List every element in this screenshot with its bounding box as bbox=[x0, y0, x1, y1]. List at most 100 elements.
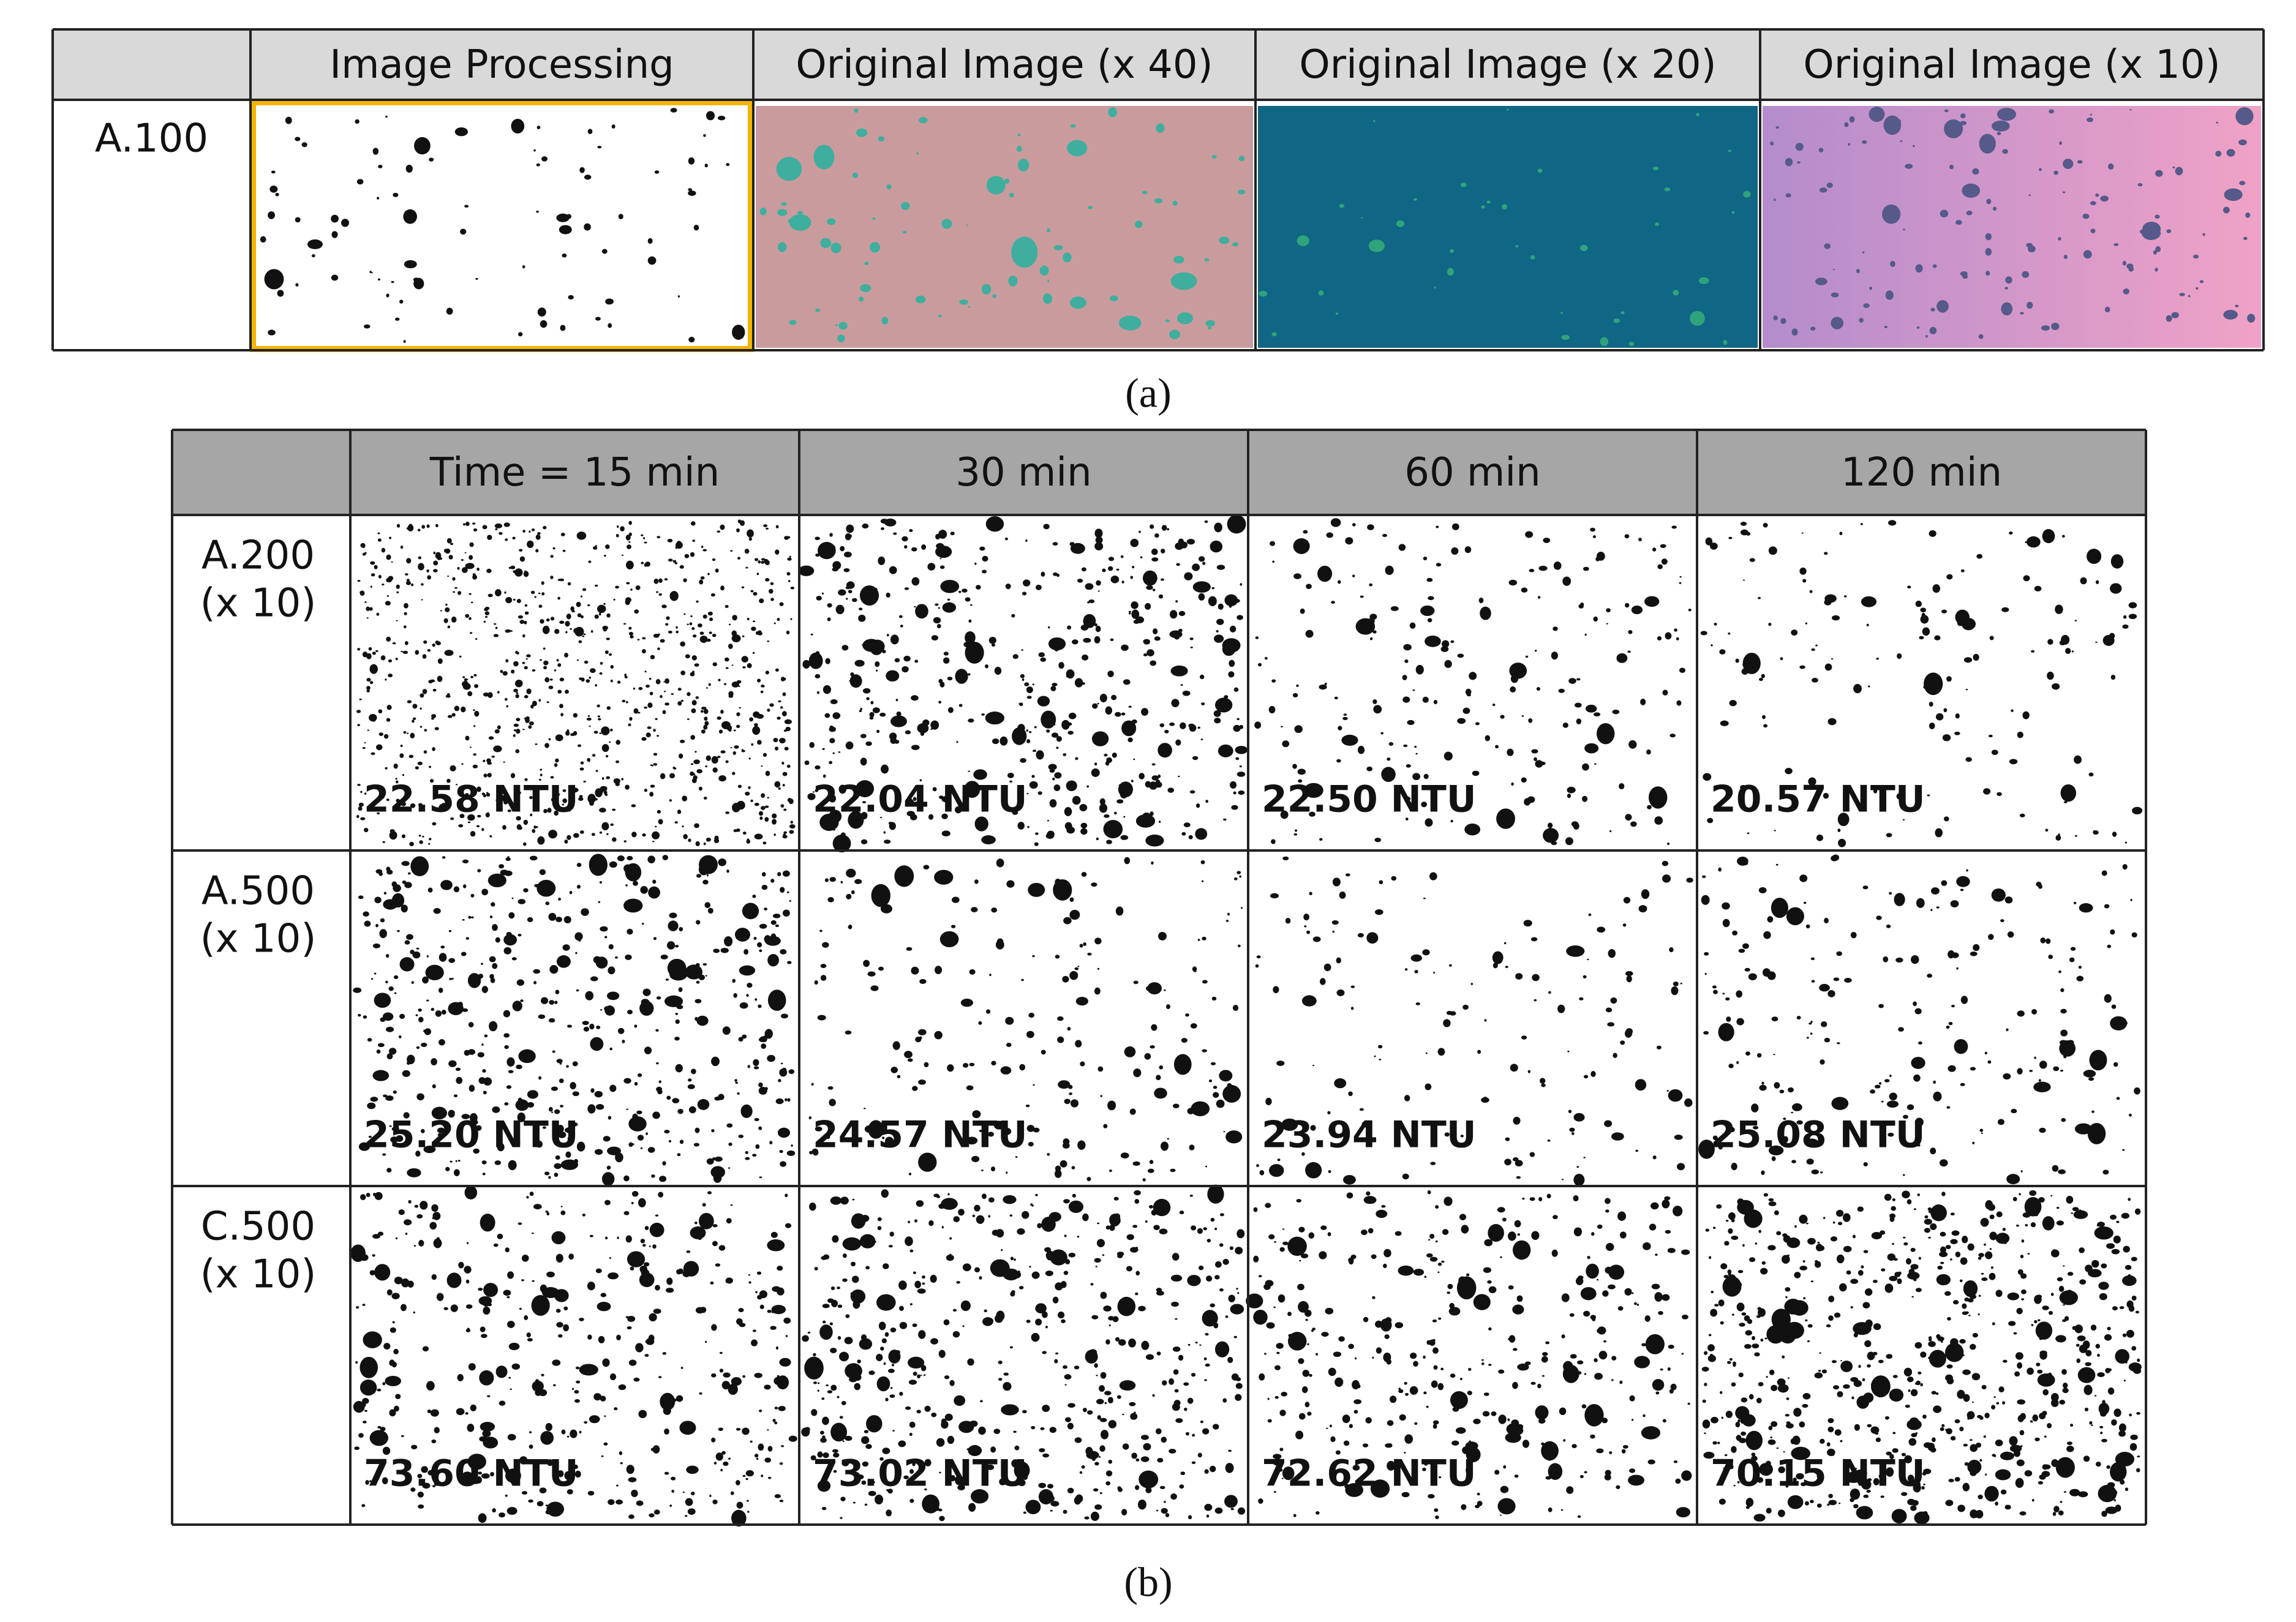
speckle bbox=[437, 658, 443, 664]
speckle bbox=[585, 679, 590, 683]
speckle bbox=[551, 1231, 566, 1245]
speckle bbox=[1022, 591, 1027, 596]
speckle bbox=[788, 1069, 795, 1075]
speckle bbox=[466, 1242, 469, 1244]
speckle bbox=[1791, 629, 1798, 636]
speckle bbox=[1916, 1380, 1921, 1386]
speckle bbox=[777, 1127, 791, 1138]
speckle bbox=[1134, 1411, 1136, 1413]
speckle bbox=[1671, 525, 1677, 529]
speckle bbox=[964, 781, 981, 798]
speckle bbox=[1884, 1193, 1892, 1201]
speckle bbox=[1671, 986, 1679, 996]
speckle bbox=[1343, 713, 1347, 716]
speckle bbox=[1429, 1256, 1438, 1262]
speckle bbox=[450, 765, 456, 772]
speckle bbox=[1590, 1434, 1595, 1439]
speckle bbox=[817, 1480, 831, 1492]
speckle bbox=[920, 1375, 922, 1376]
speckle bbox=[1708, 1334, 1712, 1337]
speckle bbox=[1169, 630, 1183, 639]
speckle bbox=[573, 628, 581, 634]
speckle bbox=[573, 713, 578, 718]
speckle bbox=[378, 794, 385, 800]
speckle bbox=[851, 1275, 859, 1283]
speckle bbox=[1383, 1263, 1387, 1269]
speckle bbox=[764, 1457, 772, 1463]
speckle bbox=[1386, 1359, 1391, 1365]
speckle bbox=[930, 1274, 937, 1283]
speckle bbox=[974, 816, 988, 832]
speckle bbox=[798, 565, 815, 576]
speckle bbox=[1457, 653, 1464, 658]
speckle bbox=[822, 942, 829, 948]
speckle bbox=[676, 1269, 682, 1275]
speckle bbox=[890, 715, 907, 727]
speckle bbox=[562, 253, 567, 258]
speckle bbox=[666, 1277, 673, 1285]
speckle bbox=[554, 1173, 559, 1177]
speckle bbox=[1180, 1471, 1186, 1476]
speckle bbox=[1918, 1371, 1922, 1375]
speckle bbox=[731, 681, 740, 688]
speckle bbox=[761, 884, 768, 890]
speckle bbox=[758, 811, 764, 816]
speckle bbox=[819, 1324, 833, 1340]
speckle bbox=[364, 920, 371, 927]
speckle bbox=[1096, 1399, 1104, 1405]
speckle bbox=[2063, 801, 2068, 803]
speckle bbox=[1771, 1016, 1778, 1022]
speckle bbox=[1079, 803, 1088, 812]
speckle bbox=[1189, 790, 1195, 794]
speckle bbox=[679, 1421, 696, 1435]
speckle bbox=[499, 1512, 506, 1518]
speckle bbox=[1979, 1459, 1982, 1462]
speckle bbox=[941, 830, 950, 837]
speckle bbox=[848, 811, 864, 829]
speckle bbox=[1253, 1309, 1268, 1325]
speckle bbox=[357, 724, 360, 727]
speckle bbox=[506, 1296, 510, 1299]
speckle bbox=[1025, 1500, 1041, 1514]
speckle bbox=[609, 1373, 617, 1381]
speckle bbox=[1121, 1509, 1127, 1516]
speckle bbox=[526, 654, 531, 658]
speckle bbox=[1515, 245, 1519, 248]
speckle bbox=[385, 115, 388, 118]
speckle bbox=[597, 704, 600, 708]
speckle bbox=[1173, 255, 1184, 264]
speckle bbox=[859, 1338, 873, 1350]
speckle bbox=[564, 839, 568, 844]
speckle bbox=[1151, 548, 1158, 555]
speckle bbox=[742, 1474, 746, 1477]
speckle bbox=[1188, 723, 1195, 728]
speckle bbox=[2059, 640, 2066, 646]
speckle bbox=[555, 917, 562, 923]
speckle bbox=[772, 914, 781, 918]
speckle bbox=[437, 557, 441, 560]
speckle bbox=[876, 669, 878, 672]
speckle bbox=[859, 1234, 876, 1248]
speckle bbox=[1728, 1274, 1736, 1283]
speckle bbox=[1431, 1380, 1438, 1388]
speckle bbox=[583, 633, 586, 636]
speckle bbox=[2063, 159, 2074, 169]
speckle bbox=[1472, 770, 1480, 776]
speckle bbox=[956, 1281, 960, 1284]
speckle bbox=[1103, 1305, 1112, 1312]
speckle bbox=[394, 1277, 403, 1285]
speckle bbox=[1156, 1075, 1161, 1081]
speckle bbox=[685, 964, 703, 980]
speckle bbox=[1200, 860, 1205, 865]
speckle bbox=[827, 1298, 834, 1303]
speckle bbox=[433, 569, 438, 573]
speckle bbox=[1628, 1468, 1636, 1473]
speckle bbox=[393, 884, 401, 892]
speckle bbox=[2009, 1436, 2018, 1446]
speckle bbox=[908, 1380, 917, 1385]
speckle bbox=[1720, 720, 1729, 726]
speckle bbox=[787, 961, 792, 964]
speckle bbox=[852, 172, 859, 178]
speckle bbox=[685, 654, 690, 659]
speckle bbox=[713, 948, 720, 953]
